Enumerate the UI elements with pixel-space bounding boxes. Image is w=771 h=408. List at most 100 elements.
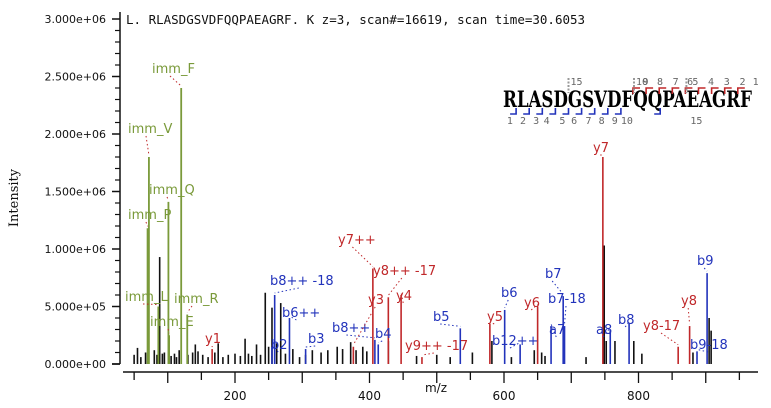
label-leader bbox=[305, 345, 316, 348]
y-tick-label: 1.500e+06 bbox=[45, 186, 106, 199]
ion-label: b8 bbox=[618, 313, 635, 328]
y-index: 3 bbox=[724, 77, 730, 88]
b-index: 8 bbox=[599, 116, 605, 127]
b-index: 5 bbox=[559, 116, 565, 127]
ion-label: y9++ -17 bbox=[405, 339, 468, 354]
ion-label: b8++ bbox=[332, 321, 370, 336]
label-leader bbox=[400, 292, 404, 304]
ion-label: b6 bbox=[501, 286, 518, 301]
y-index: 7 bbox=[673, 77, 679, 88]
b-ion-bracket bbox=[536, 108, 544, 115]
y-tick-label: 2.000e+06 bbox=[45, 128, 106, 141]
ion-label: y8 bbox=[681, 294, 697, 309]
label-leader bbox=[352, 246, 374, 267]
b-index: 15 bbox=[690, 116, 702, 127]
label-leader bbox=[346, 334, 375, 339]
ion-label: b7 bbox=[545, 267, 562, 282]
label-leader bbox=[687, 307, 691, 325]
x-ticks: 200 400 600 800 bbox=[133, 372, 741, 403]
ion-label: y7 bbox=[593, 141, 609, 156]
y-tick-label: 0.000e+00 bbox=[45, 358, 106, 371]
ion-label: y1 bbox=[205, 332, 221, 347]
x-tick-label: 800 bbox=[627, 389, 650, 403]
ion-label: b3 bbox=[308, 332, 325, 347]
b-index: 7 bbox=[586, 116, 592, 127]
ion-label: y4 bbox=[396, 289, 412, 304]
label-leader bbox=[169, 75, 182, 87]
ion-label: b4 bbox=[375, 327, 392, 342]
label-leader bbox=[352, 306, 376, 346]
x-tick-label: 600 bbox=[493, 389, 516, 403]
label-leader bbox=[274, 287, 299, 294]
ion-label: imm_R bbox=[174, 292, 218, 307]
ion-label: imm_P bbox=[128, 208, 171, 223]
y-ion-bracket bbox=[658, 87, 667, 94]
b-ion-bracket bbox=[523, 108, 530, 115]
ion-label: y7++ bbox=[338, 233, 376, 248]
label-leader bbox=[166, 196, 169, 201]
label-leader bbox=[289, 315, 297, 321]
label-leader bbox=[489, 321, 495, 325]
label-leader bbox=[703, 267, 708, 272]
y-ion-bracket bbox=[723, 87, 732, 94]
label-leader bbox=[624, 321, 630, 328]
label-leader bbox=[186, 305, 193, 313]
label-leader bbox=[564, 305, 567, 325]
label-leader bbox=[504, 299, 509, 309]
x-tick-label: 400 bbox=[358, 389, 381, 403]
y-axis-title: Intensity bbox=[7, 168, 22, 227]
y-index: 5 bbox=[692, 77, 698, 88]
ion-label: imm_Q bbox=[149, 183, 195, 198]
ion-label: b9-18 bbox=[690, 338, 728, 353]
b-index: 1 bbox=[507, 116, 513, 127]
y-tick-label: 3.000e+06 bbox=[45, 13, 106, 26]
label-leader bbox=[696, 348, 709, 353]
b-index: 9 bbox=[612, 116, 618, 127]
label-leader bbox=[142, 303, 159, 305]
y-index: 9 bbox=[643, 77, 649, 88]
ion-label: y3 bbox=[368, 293, 384, 308]
b-ion-bracket bbox=[575, 108, 583, 115]
b-ion-bracket bbox=[562, 108, 570, 115]
b-ion-bracket bbox=[654, 108, 661, 115]
label-leader bbox=[440, 323, 461, 327]
b-index: 10 bbox=[621, 116, 633, 127]
y-index: 15 bbox=[571, 77, 583, 88]
label-leader bbox=[530, 304, 538, 311]
label-leader bbox=[378, 340, 383, 343]
b-ion-bracket bbox=[601, 108, 609, 115]
ion-label: b7-18 bbox=[548, 292, 586, 307]
label-leader bbox=[660, 332, 679, 346]
y-index: 2 bbox=[739, 77, 745, 88]
ion-label: imm_V bbox=[128, 122, 172, 137]
ion-label: b9 bbox=[697, 254, 714, 269]
peptide-sequence: RLASDGSVDFQQPAEAGRF bbox=[503, 87, 752, 113]
y-tick-label: 5.000e+05 bbox=[45, 301, 106, 314]
y-ticks: 0.000e+00 5.000e+05 1.000e+06 1.500e+06 2.00… bbox=[45, 13, 120, 371]
y-tick-label: 1.000e+06 bbox=[45, 243, 106, 256]
y-tick-label: 2.500e+06 bbox=[45, 71, 106, 84]
y-ion-bracket bbox=[737, 87, 745, 94]
ion-label: y5 bbox=[487, 310, 503, 325]
spectrum-header: L. RLASDGSVDFQQPAEAGRF. K z=3, scan#=166… bbox=[126, 12, 585, 27]
b-index: 6 bbox=[571, 116, 577, 127]
ion-label: b8++ -18 bbox=[270, 274, 334, 289]
ion-label: y8-17 bbox=[643, 319, 680, 334]
y-index: 10 bbox=[636, 77, 648, 88]
b-index: 4 bbox=[544, 116, 550, 127]
annotated-peaks: imm_F imm_V imm_Q imm_P imm_L imm_R imm_E y1 b2 b… bbox=[125, 62, 728, 364]
x-axis-title: m/z bbox=[425, 381, 447, 395]
ion-label: y8++ -17 bbox=[373, 264, 436, 279]
y-index: 4 bbox=[708, 77, 714, 88]
y-ion-bracket bbox=[710, 87, 719, 94]
axes: 0.000e+00 5.000e+05 1.000e+06 1.500e+06 2.00… bbox=[45, 12, 758, 403]
ion-label: imm_L bbox=[125, 290, 168, 305]
b-ion-bracket bbox=[588, 108, 596, 115]
b-ion-bracket bbox=[614, 108, 622, 115]
y-ion-bracket bbox=[671, 87, 680, 94]
y-index: 6 bbox=[687, 77, 693, 88]
y-index: 8 bbox=[657, 77, 663, 88]
ion-label: imm_F bbox=[152, 62, 195, 77]
